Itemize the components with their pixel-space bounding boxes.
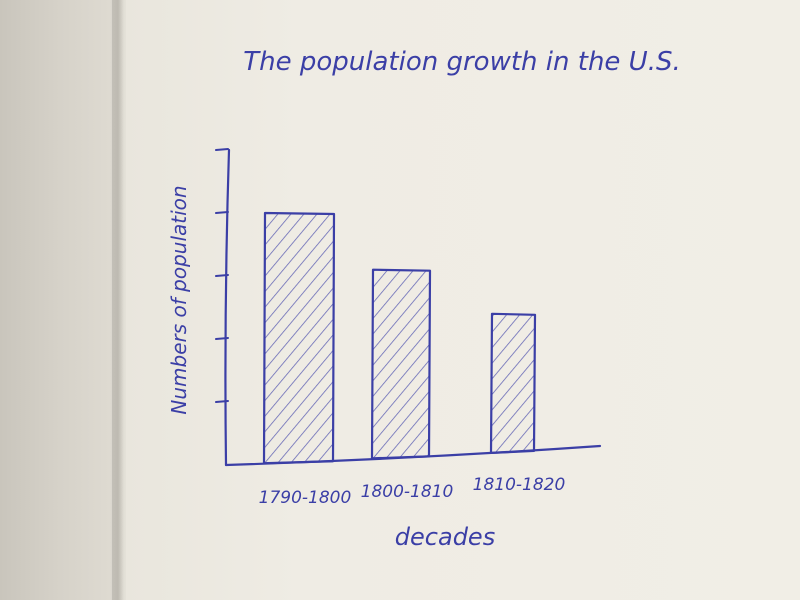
x-axis-label: decades (395, 523, 495, 551)
y-tick-mark (215, 337, 229, 340)
bar-hatch-fill (491, 313, 535, 453)
bar-1800-1810 (370, 268, 432, 460)
y-tick-mark (215, 148, 229, 151)
x-tick-label: 1810-1820 (473, 475, 566, 495)
y-axis-line (224, 148, 231, 467)
y-tick-mark (215, 274, 229, 277)
bar-1790-1800 (262, 211, 336, 465)
page-edge-shadow (112, 0, 126, 600)
bars-group (262, 211, 537, 465)
bar-1810-1820 (489, 312, 537, 455)
x-tick-label: 1790-1800 (259, 488, 352, 508)
y-axis-label: Numbers of population (167, 185, 191, 414)
chart-title: The population growth in the U.S. (243, 47, 681, 77)
tick-labels-group: 1790-1800 1800-1810 1810-1820 (259, 475, 566, 508)
bar-hatch-fill (372, 269, 430, 459)
bar-hatch-fill (264, 213, 334, 464)
x-tick-label: 1800-1810 (361, 482, 454, 502)
y-tick-mark (215, 211, 229, 214)
y-tick-mark (215, 400, 229, 403)
